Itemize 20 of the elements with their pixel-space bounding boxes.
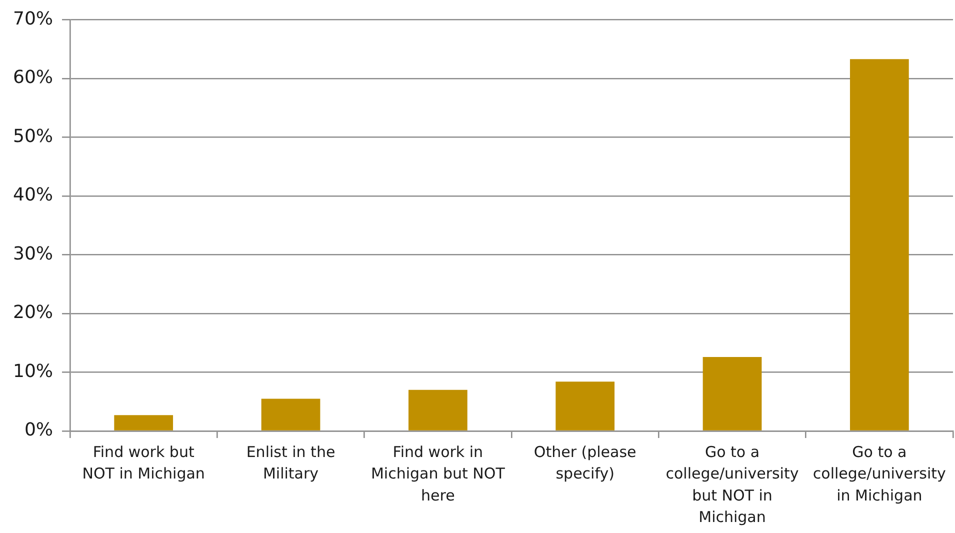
y-tick-label: 30%: [12, 243, 54, 264]
y-tick-label: 40%: [12, 184, 54, 206]
bar: [702, 356, 762, 430]
x-tick-label: Enlist in the Military: [246, 442, 336, 483]
x-tick-label: Find work in Michigan but NOT here: [370, 442, 506, 504]
y-tick-label: 0%: [24, 420, 54, 441]
x-tick-label: Go to a college/university but NOT in Michigan: [666, 442, 799, 526]
bar: [850, 59, 909, 430]
bar: [261, 398, 320, 430]
x-tick-label: Find work but NOT in Michigan: [82, 442, 205, 483]
y-tick-label: 20%: [12, 302, 54, 324]
y-tick-label: 10%: [12, 360, 54, 382]
y-tick-label: 60%: [12, 67, 54, 88]
x-tick-label: Other (please specify): [534, 442, 636, 483]
bar: [408, 390, 468, 430]
y-tick-label: 70%: [12, 8, 54, 30]
x-tick-label: Go to a college/university in Michigan: [812, 442, 946, 504]
bar: [114, 415, 174, 430]
y-tick-label: 50%: [12, 126, 54, 147]
bar: [556, 382, 615, 430]
